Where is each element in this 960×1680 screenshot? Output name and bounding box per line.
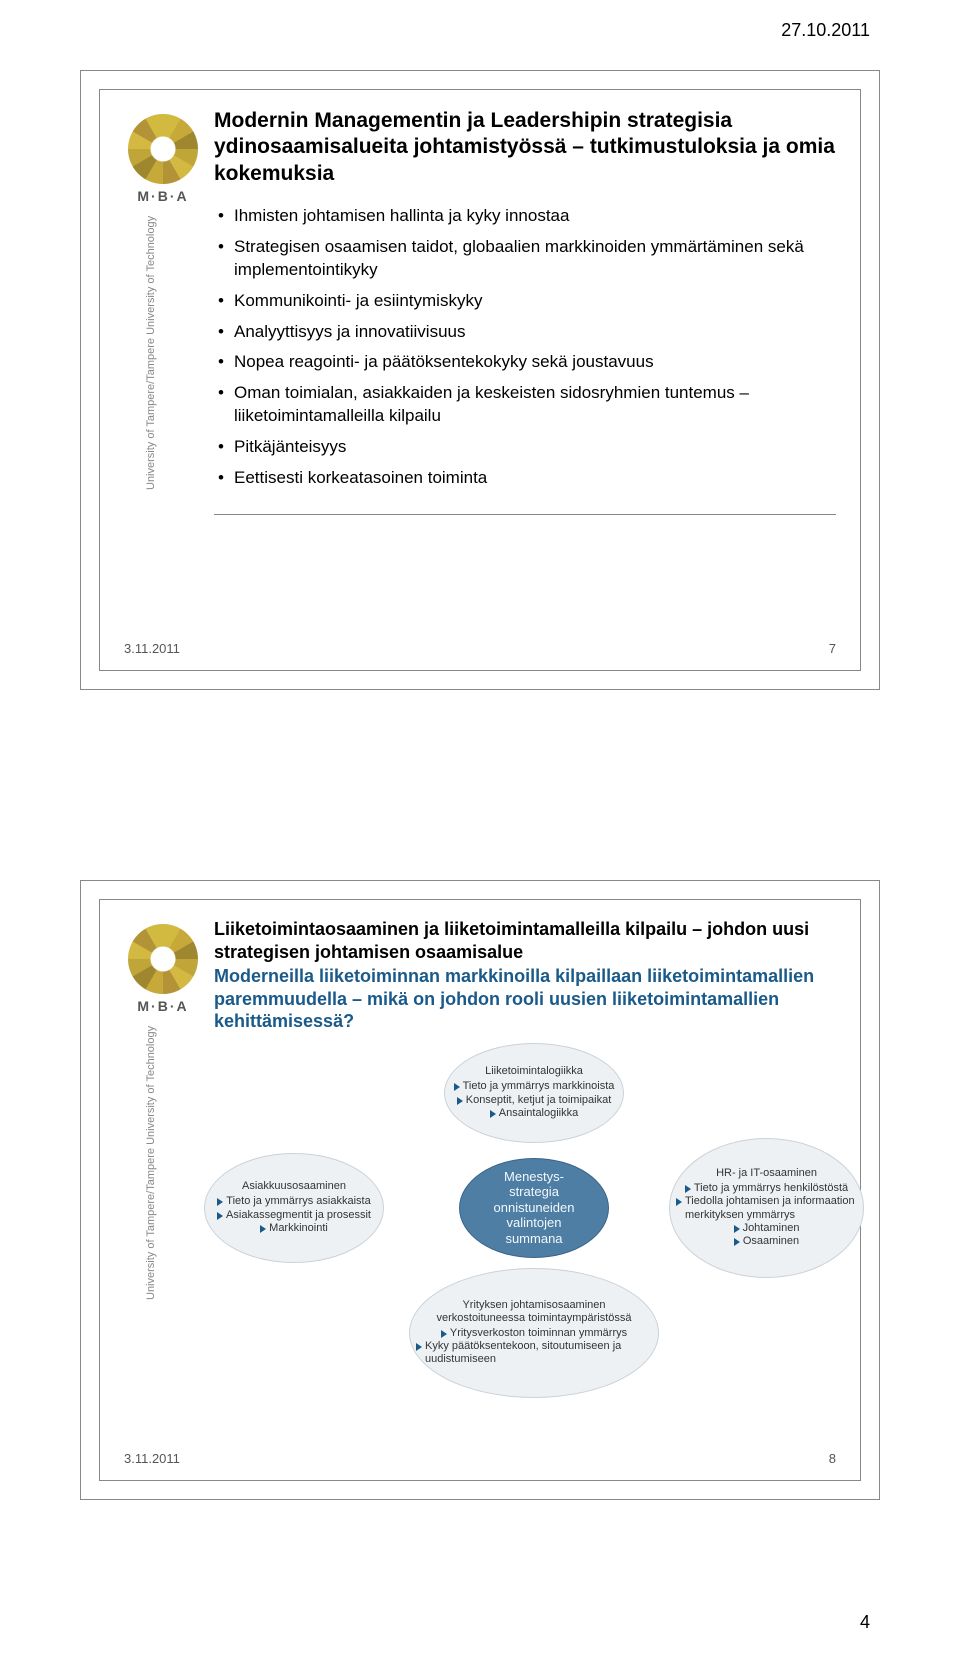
slide-2-content: Liiketoimintaosaaminen ja liiketoimintam… [214, 918, 836, 1403]
mba-label: M·B·A [124, 998, 202, 1014]
slide-2: M·B·A University of Tampere/Tampere Univ… [80, 880, 880, 1500]
slide-2-inner: M·B·A University of Tampere/Tampere Univ… [99, 899, 861, 1481]
triangle-icon [416, 1343, 422, 1351]
ellipse-right: HR- ja IT-osaaminen Tieto ja ymmärrys he… [669, 1138, 864, 1278]
footer-page: 8 [829, 1451, 836, 1466]
logo-wrap: M·B·A [124, 924, 202, 1014]
ellipse-top-header: Liiketoimintalogiikka [485, 1065, 583, 1078]
ellipse-top: Liiketoimintalogiikka Tieto ja ymmärrys … [444, 1043, 624, 1143]
slide-1-title: Modernin Managementin ja Leadershipin st… [214, 108, 836, 187]
triangle-icon [217, 1198, 223, 1206]
bullet-item: Kommunikointi- ja esiintymiskyky [218, 290, 836, 313]
ellipse-center-row: strategia [509, 1184, 559, 1200]
slide-1-content: Modernin Managementin ja Leadershipin st… [214, 108, 836, 515]
header-date: 27.10.2011 [781, 20, 870, 41]
ellipse-center-row: Menestys- [504, 1169, 564, 1185]
triangle-icon [454, 1083, 460, 1091]
bullet-item: Strategisen osaamisen taidot, globaalien… [218, 236, 836, 282]
wreath-logo-icon [128, 114, 198, 184]
triangle-icon [490, 1110, 496, 1118]
slide-2-title-blue: Moderneilla liiketoiminnan markkinoilla … [214, 965, 836, 1033]
bullet-item: Analyyttisyys ja innovatiivisuus [218, 321, 836, 344]
ellipse-center-row: valintojen [507, 1215, 562, 1231]
ellipse-row: Johtaminen [743, 1222, 800, 1235]
slide-2-title-black: Liiketoimintaosaaminen ja liiketoimintam… [214, 918, 836, 963]
triangle-icon [441, 1330, 447, 1338]
ellipse-bottom-header: Yrityksen johtamisosaaminen verkostoitun… [429, 1299, 639, 1325]
slide-1-bullets: Ihmisten johtamisen hallinta ja kyky inn… [214, 205, 836, 490]
footer-date: 3.11.2011 [124, 641, 180, 656]
triangle-icon [260, 1225, 266, 1233]
bullet-item: Ihmisten johtamisen hallinta ja kyky inn… [218, 205, 836, 228]
slide-1-inner: M·B·A University of Tampere/Tampere Univ… [99, 89, 861, 671]
ellipse-row: Tieto ja ymmärrys asiakkaista [226, 1195, 370, 1208]
bullet-item: Pitkäjänteisyys [218, 436, 836, 459]
slide-2-footer: 3.11.2011 8 [124, 1451, 836, 1466]
triangle-icon [685, 1185, 691, 1193]
divider [214, 514, 836, 515]
wreath-logo-icon [128, 924, 198, 994]
ellipse-row: Ansaintalogiikka [499, 1107, 579, 1120]
mba-label: M·B·A [124, 188, 202, 204]
footer-page: 7 [829, 641, 836, 656]
side-university-label: University of Tampere/Tampere University… [145, 1026, 157, 1300]
bullet-item: Nopea reagointi- ja päätöksentekokyky se… [218, 351, 836, 374]
strategy-diagram: Liiketoimintalogiikka Tieto ja ymmärrys … [214, 1043, 854, 1403]
ellipse-left-header: Asiakkuusosaaminen [242, 1180, 346, 1193]
triangle-icon [676, 1198, 682, 1206]
ellipse-right-header: HR- ja IT-osaaminen [716, 1167, 817, 1180]
ellipse-center-row: onnistuneiden [494, 1200, 575, 1216]
ellipse-row: Markkinointi [269, 1222, 328, 1235]
ellipse-bottom: Yrityksen johtamisosaaminen verkostoitun… [409, 1268, 659, 1398]
ellipse-row: Kyky päätöksentekoon, sitoutumiseen ja u… [425, 1340, 652, 1366]
bullet-item: Eettisesti korkeatasoinen toiminta [218, 467, 836, 490]
ellipse-row: Osaaminen [743, 1235, 799, 1248]
ellipse-row: Yritysverkoston toiminnan ymmärrys [450, 1327, 627, 1340]
logo-wrap: M·B·A [124, 114, 202, 204]
triangle-icon [734, 1225, 740, 1233]
ellipse-row: Tiedolla johtamisen ja informaation merk… [685, 1195, 857, 1221]
triangle-icon [217, 1212, 223, 1220]
triangle-icon [457, 1097, 463, 1105]
bullet-item: Oman toimialan, asiakkaiden ja keskeiste… [218, 382, 836, 428]
ellipse-row: Konseptit, ketjut ja toimipaikat [466, 1094, 612, 1107]
side-university-label: University of Tampere/Tampere University… [145, 216, 157, 490]
ellipse-left: Asiakkuusosaaminen Tieto ja ymmärrys asi… [204, 1153, 384, 1263]
triangle-icon [734, 1238, 740, 1246]
footer-date: 3.11.2011 [124, 1451, 180, 1466]
page-number: 4 [860, 1612, 870, 1633]
ellipse-center: Menestys- strategia onnistuneiden valint… [459, 1158, 609, 1258]
ellipse-row: Tieto ja ymmärrys markkinoista [463, 1080, 615, 1093]
ellipse-row: Tieto ja ymmärrys henkilöstöstä [694, 1182, 848, 1195]
ellipse-center-row: summana [505, 1231, 562, 1247]
slide-1-footer: 3.11.2011 7 [124, 641, 836, 656]
slide-1: M·B·A University of Tampere/Tampere Univ… [80, 70, 880, 690]
ellipse-row: Asiakassegmentit ja prosessit [226, 1209, 371, 1222]
